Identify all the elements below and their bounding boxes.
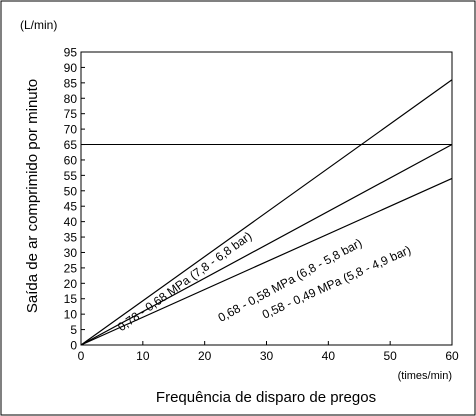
x-tick-label-20: 20 bbox=[198, 349, 212, 363]
y-tick-label-75: 75 bbox=[64, 107, 78, 121]
x-tick-label-0: 0 bbox=[78, 349, 85, 363]
y-tick-label-65: 65 bbox=[64, 138, 78, 152]
y-tick-label-60: 60 bbox=[64, 153, 78, 167]
y-tick-label-40: 40 bbox=[64, 215, 78, 229]
x-tick-label-60: 60 bbox=[445, 349, 459, 363]
x-tick-label-50: 50 bbox=[383, 349, 397, 363]
y-tick-label-80: 80 bbox=[64, 92, 78, 106]
y-tick-label-5: 5 bbox=[70, 323, 77, 337]
y-tick-label-35: 35 bbox=[64, 231, 78, 245]
y-tick-label-20: 20 bbox=[64, 277, 78, 291]
y-tick-label-45: 45 bbox=[64, 200, 78, 214]
axis-ticks: 0 10 20 30 40 50 60051015202530354045505560657… bbox=[64, 46, 459, 364]
y-tick-label-70: 70 bbox=[64, 123, 78, 137]
y-tick-label-50: 50 bbox=[64, 184, 78, 198]
series-line-3 bbox=[80, 177, 453, 346]
series-line-1 bbox=[80, 79, 453, 346]
plot-frame bbox=[80, 51, 453, 346]
y-tick-label-10: 10 bbox=[64, 308, 78, 322]
y-tick-label-85: 85 bbox=[64, 76, 78, 90]
series-lines bbox=[80, 79, 453, 346]
y-unit-label: (L/min) bbox=[20, 18, 57, 32]
y-tick-label-90: 90 bbox=[64, 61, 78, 75]
x-tick-label-30: 30 bbox=[260, 349, 274, 363]
x-tick-label-10: 10 bbox=[136, 349, 150, 363]
y-tick-label-25: 25 bbox=[64, 261, 78, 275]
y-tick-label-55: 55 bbox=[64, 169, 78, 183]
series-line-2 bbox=[80, 143, 453, 346]
y-axis-title: Saída de ar comprimido por minuto bbox=[24, 79, 41, 313]
y-tick-label-15: 15 bbox=[64, 292, 78, 306]
y-tick-label-0: 0 bbox=[70, 339, 77, 353]
y-tick-label-95: 95 bbox=[64, 46, 78, 60]
plot-area-border bbox=[80, 51, 453, 346]
x-axis-title: Frequência de disparo de pregos bbox=[156, 389, 376, 406]
x-tick-label-40: 40 bbox=[322, 349, 336, 363]
x-unit-label: (times/min) bbox=[398, 370, 452, 382]
series-labels: 0,78 - 0,68 MPa (7,8 - 6,8 bar)0,68 - 0,… bbox=[115, 229, 413, 334]
y-tick-label-30: 30 bbox=[64, 246, 78, 260]
